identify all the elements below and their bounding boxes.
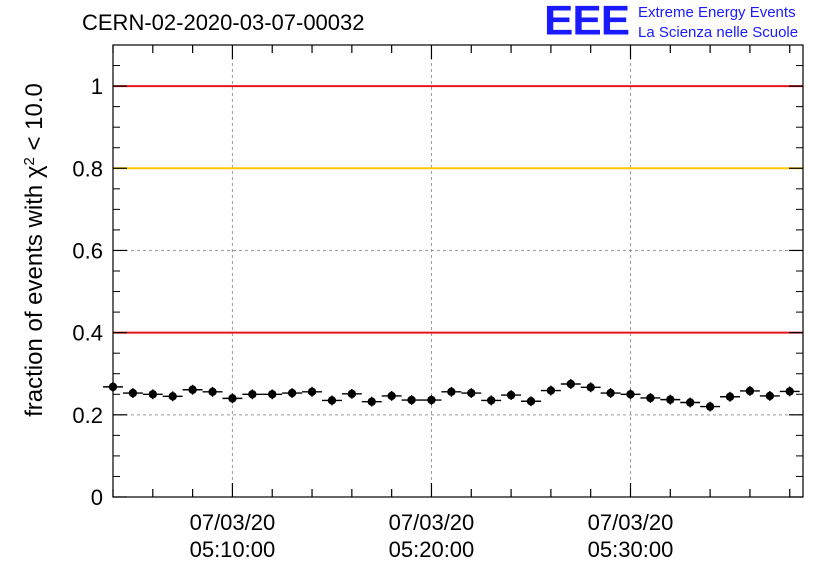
data-point <box>162 391 183 402</box>
y-tick-label: 0.4 <box>72 321 103 346</box>
data-marker <box>646 393 655 403</box>
chart-title: CERN-02-2020-03-07-00032 <box>82 10 365 35</box>
x-tick-label-date: 07/03/20 <box>389 510 475 535</box>
data-marker <box>307 387 317 397</box>
data-point <box>361 396 382 407</box>
data-point <box>321 395 342 406</box>
data-marker <box>606 388 615 398</box>
data-marker <box>228 394 237 403</box>
data-marker <box>785 387 794 396</box>
data-marker <box>725 392 735 401</box>
logo-line-2: La Scienza nelle Scuole <box>638 24 799 41</box>
data-marker <box>526 397 536 406</box>
data-point <box>401 395 422 405</box>
data-point <box>282 388 303 398</box>
y-tick-label: 0 <box>91 485 103 510</box>
y-tick-label: 0.8 <box>72 156 103 181</box>
data-point <box>421 395 442 405</box>
data-point <box>779 386 800 397</box>
data-point <box>640 393 661 403</box>
data-marker <box>745 386 755 396</box>
data-marker <box>268 390 277 399</box>
data-point <box>521 396 541 407</box>
data-marker <box>128 388 138 398</box>
data-point <box>739 386 760 396</box>
axis-ticks <box>112 44 803 498</box>
data-point <box>560 379 581 389</box>
data-point <box>302 386 322 397</box>
y-tick-label: 1 <box>91 74 103 99</box>
data-marker <box>148 390 158 399</box>
data-marker <box>188 385 197 394</box>
data-point <box>441 386 462 397</box>
x-tick-label-date: 07/03/20 <box>190 510 276 535</box>
data-marker <box>467 388 476 398</box>
reference-lines <box>113 85 803 334</box>
data-point <box>501 390 522 401</box>
data-point <box>700 401 721 412</box>
grid-lines <box>113 45 803 497</box>
data-marker <box>327 396 337 405</box>
data-marker <box>387 391 396 401</box>
data-marker <box>705 402 715 411</box>
data-point <box>720 391 740 402</box>
data-marker <box>447 387 456 397</box>
data-marker <box>506 390 516 400</box>
x-tick-label-time: 05:20:00 <box>389 537 475 562</box>
data-marker <box>287 388 297 398</box>
data-point <box>262 389 283 400</box>
data-point <box>660 394 681 405</box>
data-point <box>341 388 362 399</box>
data-point <box>540 385 561 396</box>
data-point <box>242 389 263 400</box>
data-point <box>680 397 701 408</box>
x-tick-label-time: 05:30:00 <box>588 537 674 562</box>
y-axis-label: fraction of events with χ2 < 10.0 <box>21 83 49 417</box>
logo-line-1: Extreme Energy Events <box>638 4 796 21</box>
y-tick-label: 0.6 <box>72 238 103 263</box>
data-point <box>142 389 163 400</box>
data-marker <box>367 397 376 406</box>
data-point <box>481 395 502 406</box>
data-point <box>580 382 601 393</box>
data-point <box>381 390 402 401</box>
data-points <box>103 379 800 412</box>
data-marker <box>626 390 635 399</box>
data-marker <box>566 379 575 389</box>
data-marker <box>486 396 496 405</box>
data-marker <box>586 383 595 392</box>
data-marker <box>546 386 556 395</box>
data-marker <box>407 395 416 405</box>
data-point <box>182 384 203 395</box>
x-tick-label-date: 07/03/20 <box>588 510 674 535</box>
data-point <box>461 388 482 398</box>
eee-logo-mark: EEE <box>544 0 630 44</box>
y-tick-label: 0.2 <box>72 403 103 428</box>
plot-frame <box>112 44 804 498</box>
data-point <box>202 386 223 397</box>
data-point <box>620 389 641 400</box>
data-marker <box>168 392 177 401</box>
data-point <box>122 388 143 398</box>
data-marker <box>666 395 675 404</box>
data-marker <box>686 398 695 407</box>
data-point <box>222 393 243 404</box>
data-marker <box>347 389 357 399</box>
eee-logo: EEE Extreme Energy Events La Scienza nel… <box>544 0 834 44</box>
data-point <box>759 390 780 401</box>
data-marker <box>427 395 436 405</box>
x-tick-label-time: 05:10:00 <box>190 537 276 562</box>
data-marker <box>248 390 257 399</box>
data-point <box>600 388 621 398</box>
data-marker <box>208 387 217 397</box>
axis-labels: 00.20.40.60.8107/03/2005:10:0007/03/2005… <box>72 74 673 562</box>
data-marker <box>765 391 775 401</box>
